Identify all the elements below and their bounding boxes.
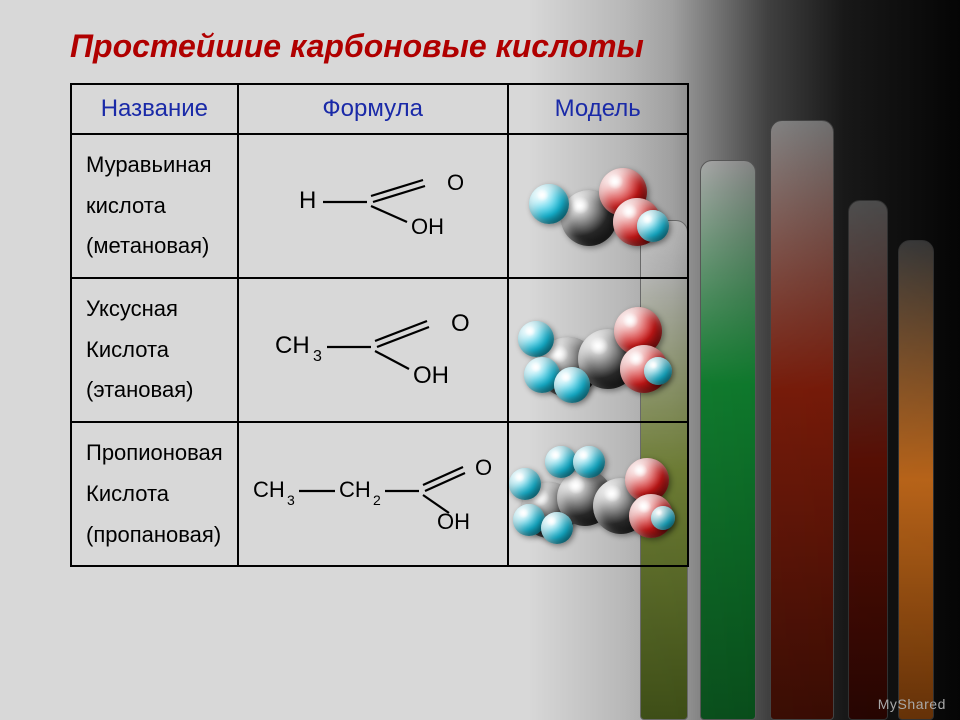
svg-text:3: 3: [313, 348, 322, 365]
col-name: Название: [71, 84, 238, 134]
svg-text:CH: CH: [339, 477, 371, 502]
structural-formula: CH3 OOH: [238, 278, 508, 422]
footer-brand: MyShared: [878, 696, 946, 712]
svg-text:CH: CH: [253, 477, 285, 502]
svg-text:OH: OH: [411, 214, 444, 239]
table-row: Муравьинаякислота(метановая) H OOH: [71, 134, 688, 278]
svg-text:3: 3: [287, 492, 295, 508]
table-header-row: Название Формула Модель: [71, 84, 688, 134]
acid-name: ПропионоваяКислота(пропановая): [71, 422, 238, 566]
molecular-model: [508, 422, 688, 566]
acid-name: Муравьинаякислота(метановая): [71, 134, 238, 278]
svg-text:H: H: [299, 187, 316, 214]
acids-table: Название Формула Модель Муравьинаякислот…: [70, 83, 689, 567]
table-row: УксуснаяКислота(этановая) CH3 OOH: [71, 278, 688, 422]
svg-text:OH: OH: [413, 362, 449, 389]
structural-formula: H OOH: [238, 134, 508, 278]
svg-text:O: O: [447, 170, 463, 195]
page-title: Простейшие карбоновые кислоты: [70, 28, 920, 65]
col-formula: Формула: [238, 84, 508, 134]
table-row: ПропионоваяКислота(пропановая)CH3CH2OOH: [71, 422, 688, 566]
molecular-model: [508, 278, 688, 422]
col-model: Модель: [508, 84, 688, 134]
slide-content: Простейшие карбоновые кислоты Название Ф…: [0, 0, 960, 567]
svg-text:CH: CH: [275, 332, 310, 359]
structural-formula: CH3CH2OOH: [238, 422, 508, 566]
svg-text:2: 2: [373, 492, 381, 508]
svg-text:OH: OH: [437, 509, 470, 534]
acid-name: УксуснаяКислота(этановая): [71, 278, 238, 422]
svg-text:O: O: [475, 455, 492, 480]
svg-text:O: O: [451, 310, 470, 337]
molecular-model: [508, 134, 688, 278]
